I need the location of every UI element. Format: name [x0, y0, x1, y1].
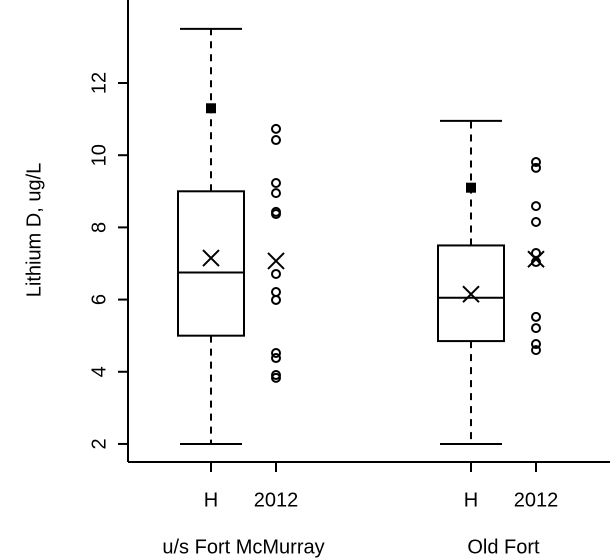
point: [271, 209, 281, 220]
box: [177, 190, 245, 337]
point: [271, 188, 281, 199]
y-tick-label: 8: [88, 222, 110, 233]
point: [531, 216, 541, 227]
point: [531, 162, 541, 173]
group-label: Old Fort: [467, 536, 540, 558]
points-mean-marker: [527, 250, 545, 268]
mean-marker: [462, 285, 480, 303]
y-tick-label: 10: [88, 144, 110, 166]
y-axis-label: Lithium D, ug/L: [23, 163, 45, 298]
point: [531, 338, 541, 349]
points-mean-marker: [267, 252, 285, 270]
y-tick-label: 12: [88, 72, 110, 94]
x-tick-label: H: [464, 489, 478, 511]
point: [271, 347, 281, 358]
y-tick-label: 2: [88, 438, 110, 449]
point: [531, 345, 541, 356]
point: [271, 286, 281, 297]
x-tick-label: 2012: [254, 489, 299, 511]
x-tick-label: H: [204, 489, 218, 511]
point: [531, 248, 541, 259]
point: [271, 372, 281, 383]
point: [271, 353, 281, 364]
point: [531, 323, 541, 334]
square-marker: [206, 103, 216, 114]
y-tick-label: 4: [88, 366, 110, 377]
group-label: u/s Fort McMurray: [162, 536, 324, 558]
point: [271, 135, 281, 146]
square-marker: [466, 182, 476, 193]
point: [271, 294, 281, 305]
x-tick-label: 2012: [514, 489, 559, 511]
mean-marker: [202, 249, 220, 267]
point: [271, 268, 281, 279]
point: [271, 177, 281, 188]
y-tick-label: 6: [88, 294, 110, 305]
point: [531, 311, 541, 322]
box: [437, 244, 505, 343]
point: [271, 123, 281, 134]
point: [531, 201, 541, 212]
point: [531, 157, 541, 168]
